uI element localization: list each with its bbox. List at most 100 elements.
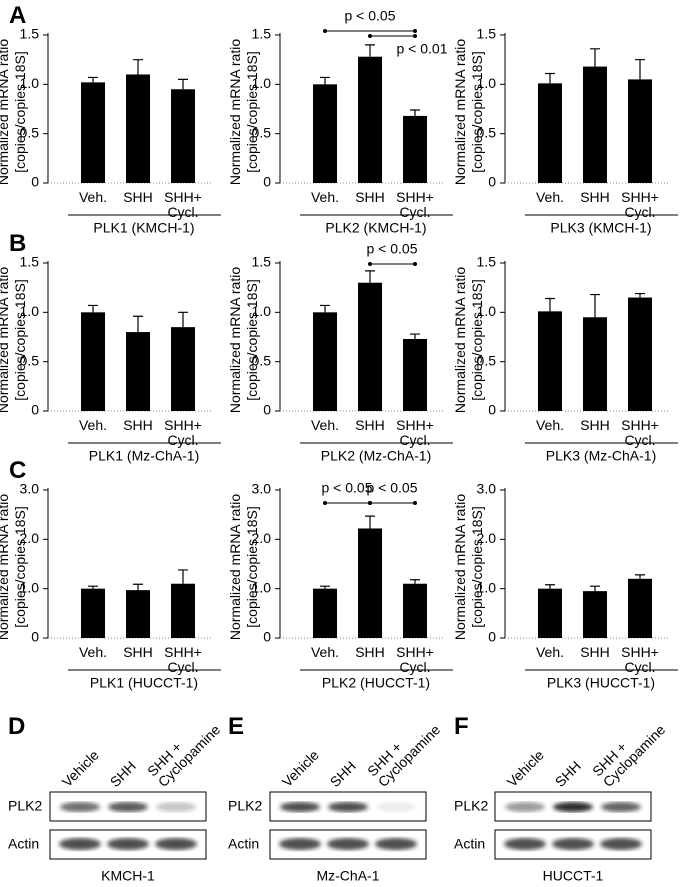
error-bar [545, 584, 555, 589]
x-tick-label: Veh. [310, 417, 340, 433]
x-tick-label: Veh. [535, 644, 565, 660]
bar [126, 590, 150, 638]
x-axis-label: PLK2 (KMCH-1) [325, 220, 426, 236]
bar [313, 84, 337, 183]
bar [81, 82, 105, 183]
chart: 0 0.5 1.0 1.5 PLK2 (KMCH-1) p < 0.05 p < 0.01 [252, 8, 453, 236]
band [108, 802, 148, 812]
chart: 0 1.0 2.0 3.0 PLK2 (HUCCT-1) p < 0.05p < 0.05 [252, 480, 453, 691]
x-axis-label: PLK1 (KMCH-1) [93, 220, 194, 236]
y-tick-label: 3.0 [477, 481, 497, 497]
x-tick-label: SHH [123, 644, 153, 660]
y-tick-label: 1.0 [477, 75, 497, 91]
y-tick-label: 0 [263, 174, 271, 190]
panel-letter: C [9, 457, 27, 484]
x-tick-label: SHH+ Cycl. [396, 644, 434, 675]
y-tick-label: 0 [31, 174, 39, 190]
error-bar [133, 315, 143, 333]
y-tick-label: 0 [488, 629, 496, 645]
bar [403, 338, 427, 411]
bracket-end [368, 501, 372, 505]
band [155, 838, 197, 850]
row-label: Actin [8, 836, 39, 852]
y-tick-label: 1.5 [20, 26, 40, 42]
error-bar [133, 583, 143, 591]
x-tick-label: Veh. [78, 417, 108, 433]
x-tick-label: SHH+ Cycl. [621, 644, 659, 675]
panel-letter: F [454, 713, 469, 740]
bar [538, 83, 562, 183]
band [279, 838, 321, 850]
band [375, 838, 417, 850]
error-bar [635, 59, 645, 80]
band [601, 802, 641, 812]
bar [403, 583, 427, 638]
y-tick-label: 3.0 [252, 481, 272, 497]
x-tick-label: SHH [355, 189, 385, 205]
x-axis-label: PLK2 (HUCCT-1) [322, 675, 430, 691]
y-tick-label: 0 [31, 629, 39, 645]
chart: 0 0.5 1.0 1.5 PLK1 (KMCH-1) [20, 26, 221, 236]
panel-letter: E [228, 713, 245, 740]
annotation: p < 0.01 [397, 41, 448, 57]
chart-panel: 0 1.0 2.0 3.0 PLK2 (HUCCT-1) p < 0.05 p < 0.05… [227, 455, 459, 695]
x-tick-label: SHH [123, 417, 153, 433]
chart-panel: 0 0.5 1.0 1.5 PLK2 (KMCH-1) p < 0.05 p < 0.01 V… [227, 0, 459, 240]
annotation: p < 0.05 [367, 480, 418, 496]
chart-panel: 0 0.5 1.0 1.5 PLK2 (Mz-ChA-1) p < 0.05 Veh. SHH… [227, 228, 459, 468]
bracket-end [368, 262, 372, 266]
x-axis-label: PLK2 (Mz-ChA-1) [321, 448, 431, 464]
panel-letter: D [8, 713, 26, 740]
y-tick-label: 1.5 [20, 254, 40, 270]
band [504, 838, 546, 850]
y-tick-label: 2.0 [252, 530, 272, 546]
error-bar [365, 44, 375, 57]
x-tick-label: SHH [580, 189, 610, 205]
bar [628, 578, 652, 638]
x-tick-label: Veh. [310, 189, 340, 205]
x-tick-label: Veh. [310, 644, 340, 660]
y-tick-label: 0 [31, 402, 39, 418]
blot-frame [494, 829, 652, 860]
y-tick-label: 1.0 [252, 75, 272, 91]
x-tick-label: SHH+ Cycl. [164, 644, 202, 675]
error-bar [88, 304, 98, 313]
row-label: Actin [454, 836, 485, 852]
x-tick-label: Veh. [78, 644, 108, 660]
bracket-end [323, 29, 327, 33]
bar [81, 588, 105, 638]
blot-frame [49, 791, 207, 822]
error-bar [133, 59, 143, 75]
bar [583, 591, 607, 638]
error-bar [410, 333, 420, 339]
y-tick-label: 1.5 [477, 26, 497, 42]
error-bar [178, 78, 188, 90]
bar [358, 56, 382, 183]
bracket-end [368, 34, 372, 38]
error-bar [590, 293, 600, 318]
bar [538, 588, 562, 638]
y-tick-label: 1.0 [20, 75, 40, 91]
y-tick-label: 1.5 [477, 254, 497, 270]
y-tick-label: 0.5 [477, 352, 497, 368]
bar [126, 74, 150, 183]
band [328, 802, 368, 812]
blot-frame [269, 791, 427, 822]
y-tick-label: 2.0 [477, 530, 497, 546]
bar [628, 79, 652, 183]
panel-letter: A [9, 2, 27, 29]
error-bar [320, 585, 330, 589]
error-bar [410, 109, 420, 116]
x-tick-label: SHH [123, 189, 153, 205]
y-tick-label: 2.0 [20, 530, 40, 546]
chart: 0 1.0 2.0 3.0 PLK3 (HUCCT-1) [477, 481, 678, 691]
y-tick-label: 1.0 [252, 303, 272, 319]
x-axis-label: PLK1 (Mz-ChA-1) [89, 448, 199, 464]
chart: 0 1.0 2.0 3.0 PLK1 (HUCCT-1) [20, 481, 221, 691]
error-bar [320, 304, 330, 313]
error-bar [545, 72, 555, 84]
y-tick-label: 0 [488, 174, 496, 190]
error-bar [545, 297, 555, 312]
x-tick-label: SHH+ Cycl. [164, 417, 202, 448]
